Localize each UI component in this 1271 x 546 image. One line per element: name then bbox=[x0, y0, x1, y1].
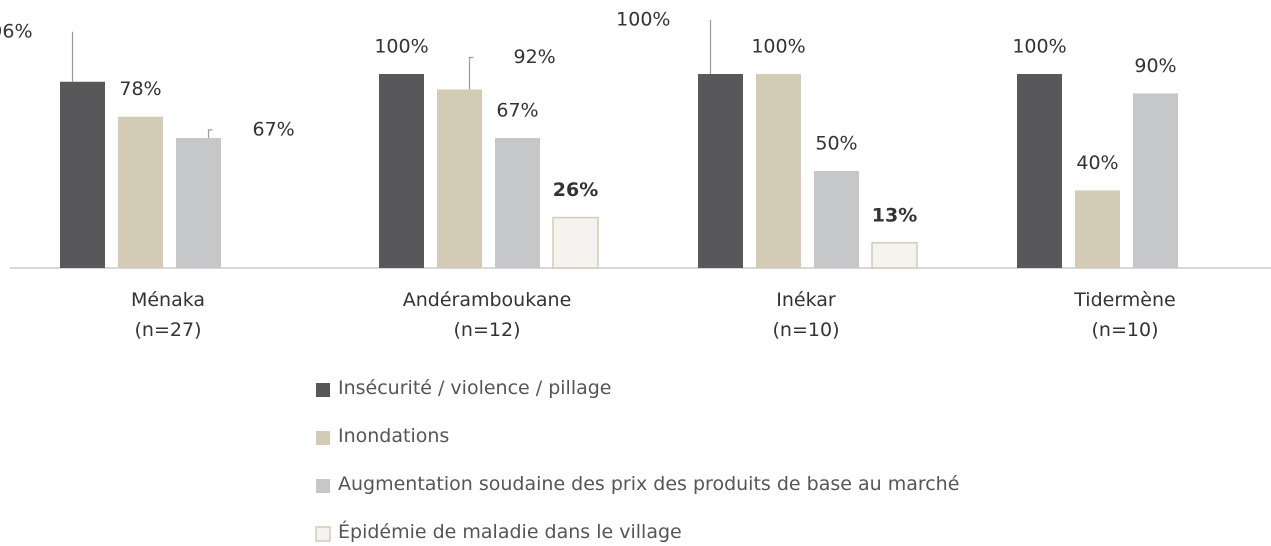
legend-label: Insécurité / violence / pillage bbox=[338, 377, 612, 399]
value-label: 90% bbox=[1134, 55, 1176, 77]
value-label: 100% bbox=[751, 36, 805, 58]
value-label: 96% bbox=[0, 20, 33, 42]
bar bbox=[495, 138, 540, 268]
legend-label: Inondations bbox=[338, 425, 450, 447]
x-tick-label: Inékar (n=10) bbox=[772, 289, 840, 341]
value-label: 100% bbox=[374, 36, 428, 58]
legend-label: Épidémie de maladie dans le village bbox=[338, 521, 682, 543]
x-tick-label: Ménaka (n=27) bbox=[130, 289, 206, 341]
x-tick-label: Tidermène (n=10) bbox=[1074, 289, 1176, 341]
bar bbox=[756, 74, 801, 268]
bar bbox=[60, 81, 105, 268]
value-label: 67% bbox=[496, 100, 538, 122]
value-label: 92% bbox=[514, 46, 556, 68]
value-label: 78% bbox=[119, 78, 161, 100]
value-label: 100% bbox=[616, 9, 670, 31]
legend-swatch bbox=[316, 431, 330, 445]
bar bbox=[814, 171, 859, 268]
bar bbox=[437, 89, 482, 269]
value-label: 67% bbox=[253, 119, 295, 141]
bar bbox=[1017, 74, 1062, 268]
bar bbox=[552, 216, 599, 269]
legend-swatch bbox=[315, 526, 331, 542]
bar bbox=[1133, 93, 1178, 269]
leader-line bbox=[207, 129, 213, 139]
value-label: 26% bbox=[553, 179, 598, 201]
value-label: 50% bbox=[815, 133, 857, 155]
legend-swatch bbox=[316, 383, 330, 397]
value-label: 13% bbox=[872, 204, 917, 226]
bar bbox=[871, 242, 918, 269]
value-label: 100% bbox=[1012, 36, 1066, 58]
legend-swatch bbox=[316, 479, 330, 493]
legend-label: Augmentation soudaine des prix des produ… bbox=[338, 473, 960, 495]
bar bbox=[176, 138, 221, 268]
bar bbox=[698, 74, 743, 268]
bar bbox=[379, 74, 424, 268]
bar bbox=[1075, 190, 1120, 268]
bar bbox=[118, 116, 163, 269]
leader-line bbox=[468, 56, 474, 90]
value-label: 40% bbox=[1076, 152, 1118, 174]
x-tick-label: Andéramboukane (n=12) bbox=[402, 289, 572, 341]
